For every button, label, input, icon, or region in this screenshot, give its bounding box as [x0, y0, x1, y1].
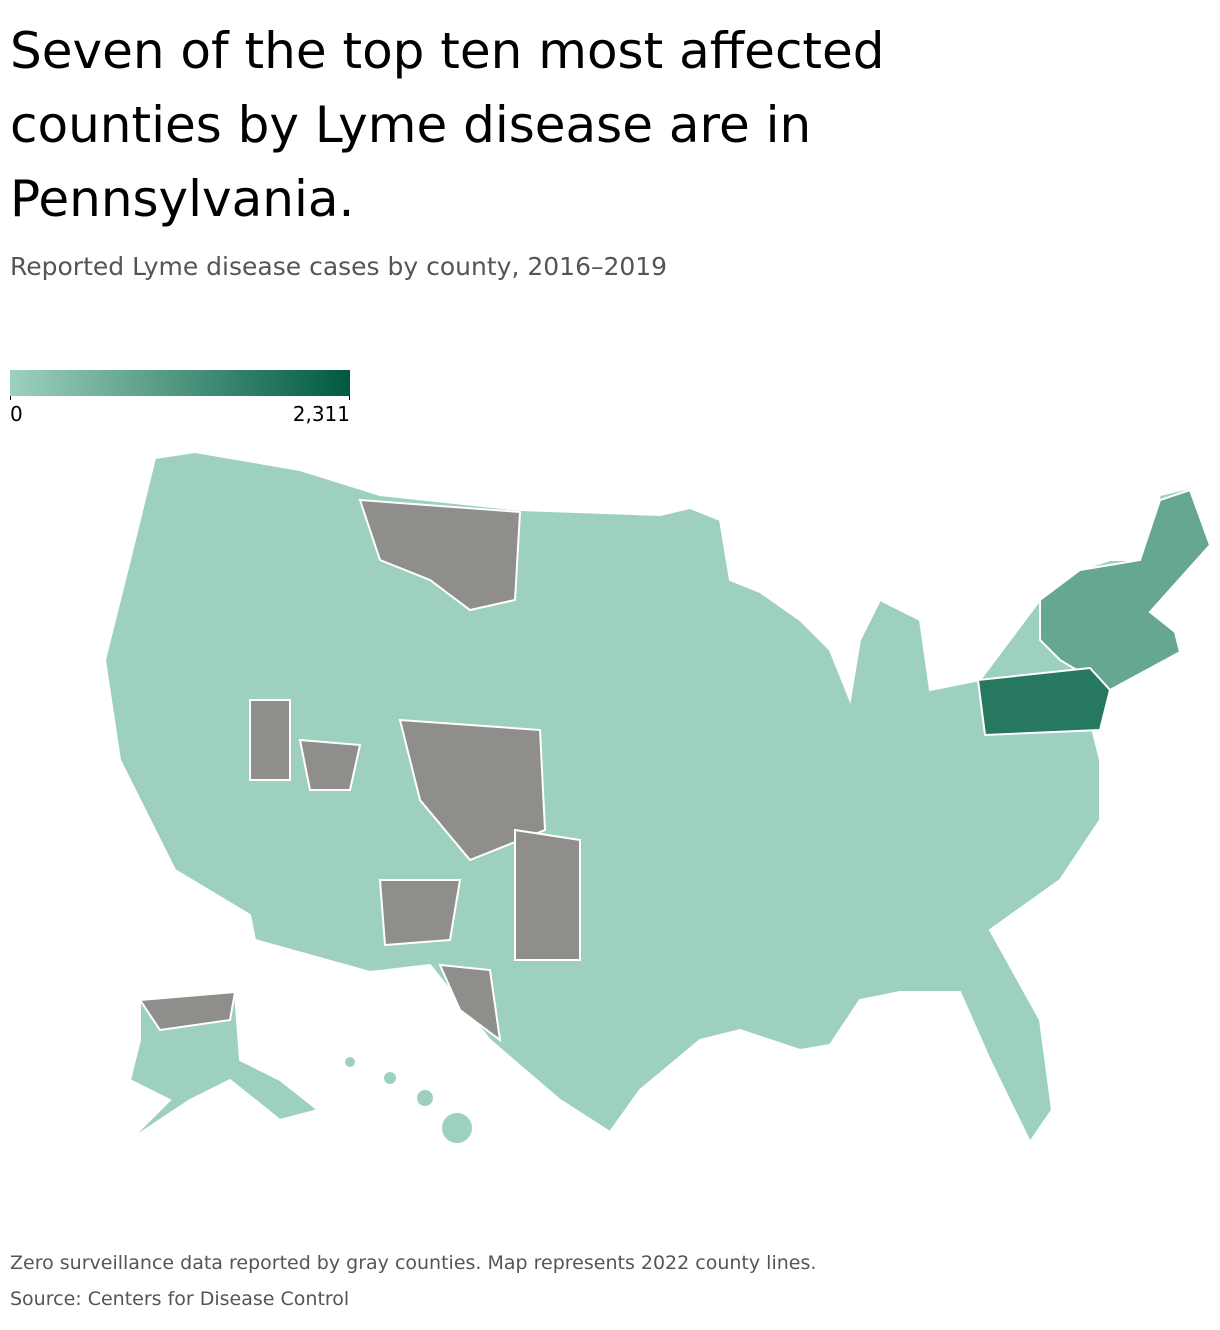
- hawaii: [382, 1070, 398, 1086]
- no-data-area: [514, 828, 581, 961]
- hawaii: [343, 1055, 357, 1069]
- alaska: [128, 990, 321, 1141]
- note: Zero surveillance data reported by gray …: [10, 1252, 817, 1274]
- us-map: [103, 450, 1214, 1145]
- northeast-high: [1039, 488, 1212, 692]
- subtitle: Reported Lyme disease cases by county, 2…: [10, 252, 668, 281]
- scale-min-label: 0: [10, 402, 23, 426]
- no-data-area: [138, 990, 237, 1032]
- no-data-area: [438, 963, 502, 1043]
- hawaii: [415, 1088, 435, 1108]
- title: Seven of the top ten most affected count…: [10, 22, 885, 228]
- pennsylvania-high: [976, 666, 1112, 737]
- no-data-area: [358, 498, 522, 612]
- no-data-area: [378, 879, 462, 947]
- no-data-area: [249, 699, 291, 781]
- no-data-area: [298, 738, 362, 791]
- source: Source: Centers for Disease Control: [10, 1288, 350, 1310]
- no-data-area: [398, 718, 547, 862]
- scale-max-label: 2,311: [293, 402, 350, 426]
- hawaii: [440, 1111, 474, 1145]
- color-scale: [10, 370, 350, 396]
- contiguous-us: [103, 450, 1214, 1144]
